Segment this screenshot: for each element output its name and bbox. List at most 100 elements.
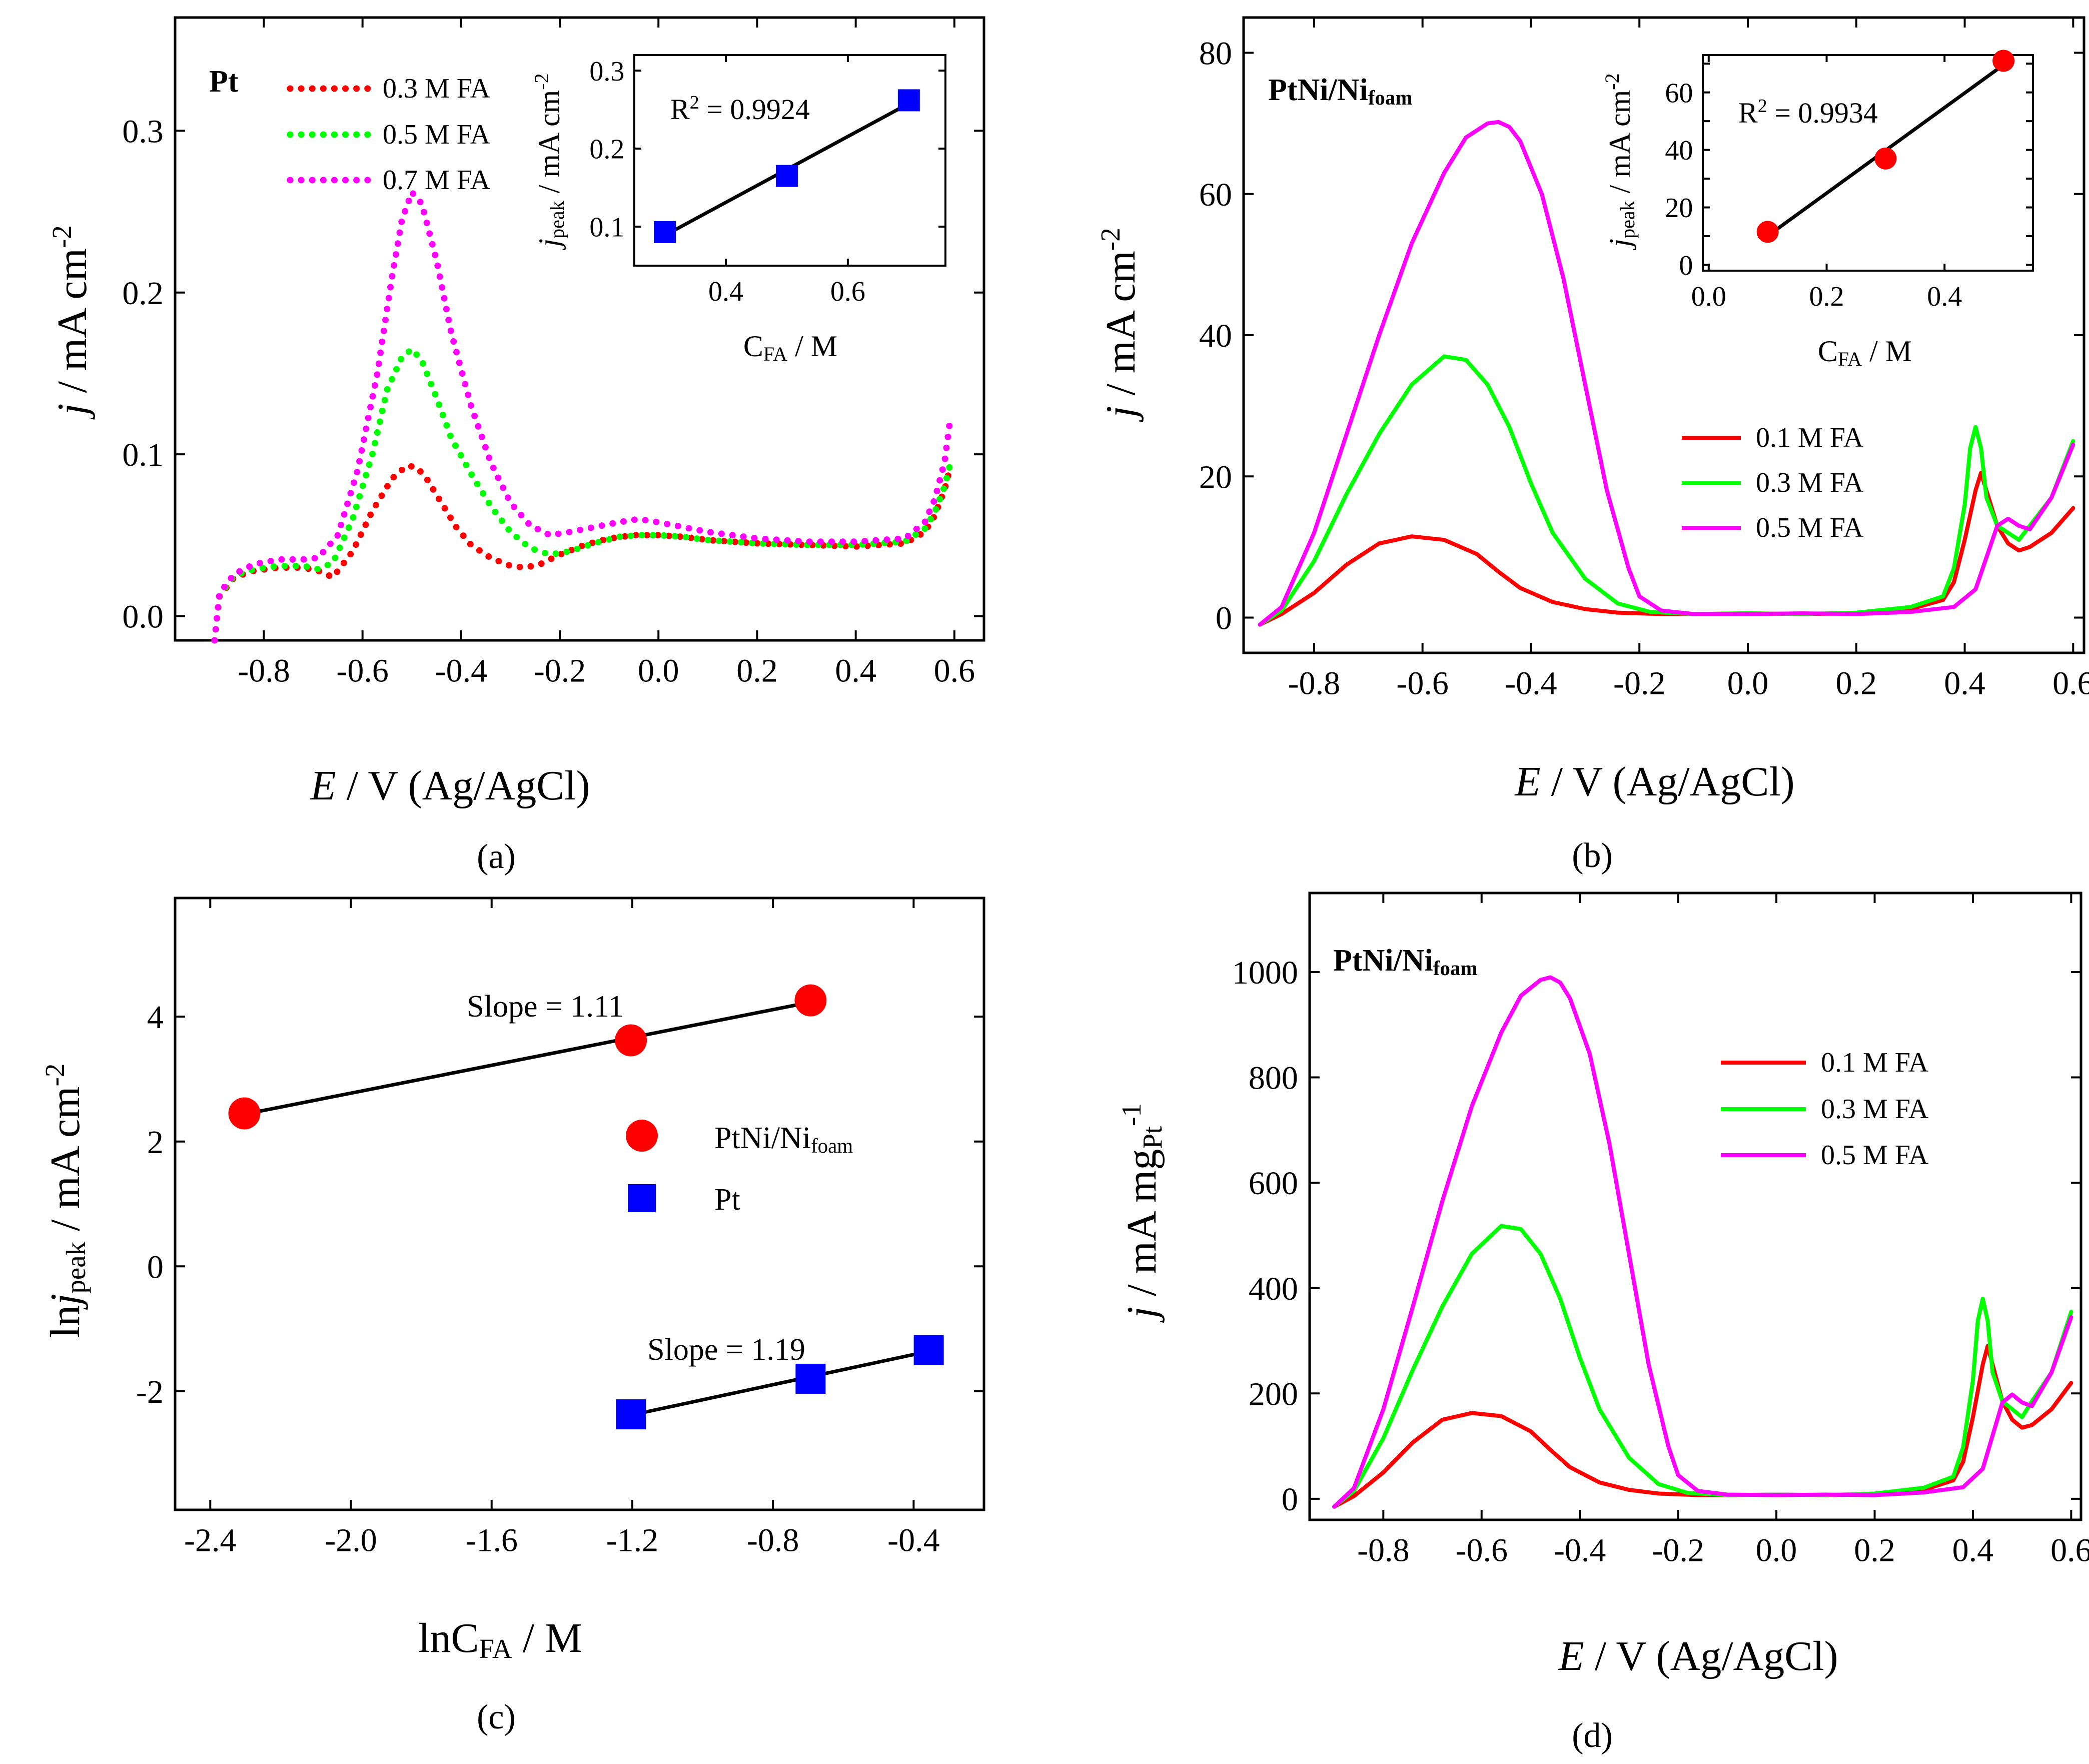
panel-a-xtick-label: -0.4	[435, 653, 487, 689]
panel-a-inset-ytick-label: 0.2	[589, 134, 624, 165]
panel-c-legend-label-2: Pt	[714, 1183, 740, 1217]
panel-c-series-1-point	[228, 1097, 261, 1130]
panel-c: -2.4 -2.0 -1.6 -1.2 -0.8 -0.4 -2 0 2 4 Slope = 1.1…	[40, 897, 985, 1736]
panel-d-xtick-label: 0.6	[2050, 1532, 2089, 1569]
panel-c-series-2-point	[616, 1399, 646, 1430]
panel-d-ytick-label: 200	[1249, 1376, 1298, 1412]
panel-b-panel-label: (b)	[1572, 836, 1613, 875]
panel-a-frame	[174, 16, 985, 642]
panel-d-ytick-label: 0	[1282, 1481, 1298, 1518]
panel-c-legend-marker-2	[628, 1184, 656, 1212]
panel-b-ytick-label: 60	[1199, 177, 1232, 213]
panel-c-legend-marker-1	[626, 1120, 658, 1152]
panel-b-series-3-line	[1258, 120, 2075, 627]
panel-a-series-1-line	[211, 462, 953, 644]
panel-b-xtick-label: 0.2	[1836, 665, 1877, 702]
panel-a-ytick-label: 0.2	[122, 275, 164, 312]
panel-b: -0.8 -0.6 -0.4 -0.2 0.0 0.2 0.4 0.6 0 20 40 60 80 PtN…	[1095, 16, 2089, 875]
panel-a-ylabel: j / mA cm-2	[47, 225, 96, 420]
panel-a-legend-label-3: 0.7 M FA	[383, 165, 491, 196]
panel-d-legend-label-1: 0.1 M FA	[1821, 1047, 1929, 1078]
panel-d-ytick-label: 800	[1249, 1060, 1298, 1097]
panel-c-xtick-label: -0.4	[887, 1522, 939, 1559]
panel-c-series-2-point	[795, 1363, 826, 1394]
panel-b-inset-frame	[1702, 54, 2034, 272]
panel-b-ytick-label: 0	[1216, 600, 1232, 637]
panel-a-legend-label-1: 0.3 M FA	[383, 73, 491, 104]
panel-a-inset-r2: R2 = 0.9924	[670, 92, 810, 126]
panel-b-inset-point	[1756, 221, 1779, 243]
panel-a-title: Pt	[209, 65, 239, 99]
panel-a-series-3-line	[211, 189, 953, 644]
panel-c-series-2-fit-line	[630, 1349, 929, 1417]
panel-a-inset-xlabel: CFA / M	[743, 330, 837, 365]
panel-d: -0.8 -0.6 -0.4 -0.2 0.0 0.2 0.4 0.6 0 200 400 600 80…	[1116, 892, 2089, 1755]
panel-c-xtick-label: -1.2	[606, 1522, 658, 1559]
panel-b-xtick-label: -0.4	[1505, 665, 1557, 702]
panel-b-inset-ytick-label: 40	[1665, 135, 1693, 166]
panel-b-legend-label-1: 0.1 M FA	[1756, 422, 1864, 453]
panel-c-legend-label-1: PtNi/Nifoam	[714, 1121, 853, 1157]
panel-c-annotation-1: Slope = 1.11	[467, 990, 623, 1024]
panel-d-xtick-label: -0.2	[1652, 1532, 1704, 1569]
panel-b-inset-ytick-label: 60	[1665, 78, 1693, 109]
panel-a-ytick-label: 0.3	[122, 113, 164, 150]
panel-d-frame	[1308, 892, 2082, 1521]
panel-b-ytick-label: 20	[1199, 459, 1232, 495]
panel-a-ytick-label: 0.0	[122, 599, 164, 635]
panel-b-ytick-label: 40	[1199, 318, 1232, 354]
panel-b-xtick-label: 0.0	[1727, 665, 1769, 702]
panel-d-ytick-label: 600	[1249, 1165, 1298, 1202]
panel-a-ytick-label: 0.1	[122, 437, 164, 473]
panel-b-series-1-line	[1258, 471, 2075, 627]
panel-b-inset-ytick-label: 0	[1679, 250, 1693, 281]
panel-d-series-3-line	[1332, 975, 2073, 1509]
panel-a-inset-xtick-label: 0.4	[708, 276, 743, 307]
panel-a-xtick-label: -0.6	[336, 653, 388, 689]
panel-b-xtick-label: -0.8	[1288, 665, 1340, 702]
panel-d-xtick-label: 0.4	[1952, 1532, 1994, 1569]
panel-b-inset-xtick-label: 0.0	[1691, 281, 1726, 312]
panel-b-ytick-label: 80	[1199, 36, 1232, 72]
panel-a-xtick-label: -0.2	[534, 653, 586, 689]
panel-b-ylabel: j / mA cm-2	[1095, 228, 1144, 422]
panel-d-ytick-label: 1000	[1232, 955, 1298, 991]
panel-b-legend-label-2: 0.3 M FA	[1756, 467, 1864, 498]
panel-c-series-1-point	[615, 1024, 647, 1057]
panel-b-xtick-label: 0.4	[1944, 665, 1985, 702]
panel-d-xlabel: E / V (Ag/AgCl)	[1558, 1633, 1838, 1679]
panel-a-inset-ytick-label: 0.1	[589, 212, 624, 243]
panel-b-title: PtNi/Nifoam	[1268, 73, 1413, 109]
panel-b-inset-point	[1992, 50, 2015, 72]
panel-c-xtick-label: -2.0	[325, 1522, 377, 1559]
panel-a-inset-point	[897, 89, 920, 112]
panel-c-series-1-fit-line	[244, 1000, 811, 1116]
panel-c-ytick-label: 2	[147, 1124, 164, 1161]
panel-a-inset-frame	[633, 54, 946, 267]
panel-a-inset-ylabel: jpeak / mA cm-2	[530, 73, 568, 250]
panel-a-inset-point	[653, 221, 676, 243]
panel-c-xtick-label: -0.8	[747, 1522, 799, 1559]
panel-c-series-2-point	[913, 1335, 944, 1365]
panel-c-ytick-label: 0	[147, 1249, 164, 1285]
panel-d-panel-label: (d)	[1572, 1716, 1613, 1755]
panel-d-ylabel: j / mA mgPt-1	[1116, 1103, 1168, 1323]
panel-b-inset-xtick-label: 0.2	[1809, 281, 1844, 312]
panel-b-inset-xlabel: CFA / M	[1818, 335, 1912, 370]
panel-c-series-1-point	[794, 984, 827, 1017]
panel-b-inset-ytick-label: 20	[1665, 193, 1693, 224]
panel-d-xtick-label: -0.8	[1357, 1532, 1409, 1569]
panel-c-xtick-label: -1.6	[465, 1522, 517, 1559]
panel-c-panel-label: (c)	[477, 1698, 516, 1736]
panel-a-xtick-label: -0.8	[238, 653, 290, 689]
panel-b-inset-ylabel: jpeak / mA cm-2	[1601, 73, 1639, 250]
panel-a-inset-xtick-label: 0.6	[830, 276, 865, 307]
panel-b-legend-label-3: 0.5 M FA	[1756, 512, 1864, 543]
panel-c-ylabel: lnjpeak / mA cm-2	[40, 1064, 91, 1338]
panel-b-xlabel: E / V (Ag/AgCl)	[1514, 758, 1794, 805]
panel-b-inset-point	[1874, 147, 1897, 170]
panel-d-xtick-label: -0.6	[1456, 1532, 1508, 1569]
panel-d-ytick-label: 400	[1249, 1271, 1298, 1307]
panel-c-frame	[174, 897, 985, 1511]
panel-d-xtick-label: 0.2	[1854, 1532, 1895, 1569]
